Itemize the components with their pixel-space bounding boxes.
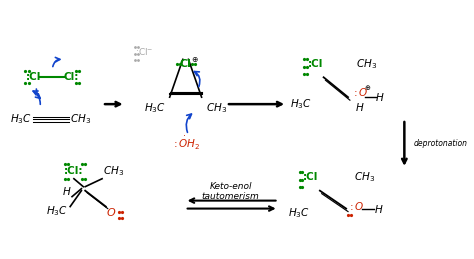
Text: :Cl:: :Cl: (64, 166, 84, 176)
Text: $O$: $O$ (106, 206, 117, 218)
Text: :Cl: :Cl (26, 72, 41, 82)
Text: :Cl: :Cl (303, 172, 318, 182)
Text: $H_3C$: $H_3C$ (290, 97, 312, 111)
Text: $H$: $H$ (62, 185, 71, 197)
Text: $CH_3$: $CH_3$ (70, 112, 91, 126)
Text: $H$: $H$ (375, 91, 385, 103)
Text: $CH_3$: $CH_3$ (355, 170, 375, 184)
Text: $:\dot{O}H_2$: $:\dot{O}H_2$ (171, 135, 201, 153)
Text: $H_3C$: $H_3C$ (46, 205, 68, 218)
Text: $CH_3$: $CH_3$ (103, 164, 124, 178)
Text: $\oplus$: $\oplus$ (364, 83, 371, 92)
Text: :Cl: :Cl (308, 59, 323, 69)
Text: Cl:: Cl: (64, 72, 79, 82)
Text: Keto-enol: Keto-enol (210, 182, 252, 191)
Text: deprotonation: deprotonation (414, 139, 468, 148)
Text: tautomerism: tautomerism (202, 192, 260, 201)
Text: $:O$: $:O$ (351, 86, 368, 98)
Text: $CH_3$: $CH_3$ (206, 101, 227, 115)
Text: :Cl$^{-}$: :Cl$^{-}$ (135, 46, 154, 57)
Text: $H_3C$: $H_3C$ (144, 101, 165, 115)
Text: $H$: $H$ (374, 203, 384, 214)
Text: $H$: $H$ (355, 101, 364, 113)
Text: $H_3C$: $H_3C$ (10, 112, 32, 126)
Text: $CH_3$: $CH_3$ (356, 57, 377, 71)
Text: $H_3C$: $H_3C$ (288, 207, 310, 220)
Text: Cl: Cl (180, 59, 191, 69)
Text: $:O$: $:O$ (347, 200, 364, 212)
Text: $\oplus$: $\oplus$ (191, 55, 199, 64)
